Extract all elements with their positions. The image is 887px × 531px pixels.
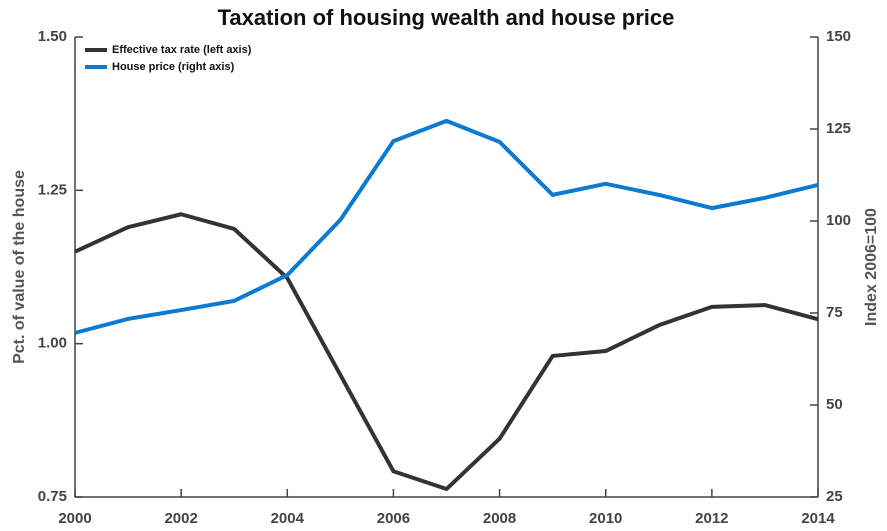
y-axis-label: Pct. of value of the house: [11, 170, 28, 364]
x-tick-label: 2014: [801, 510, 835, 527]
series-line: [74, 118, 819, 335]
y-tick-label: 1.25: [38, 181, 67, 198]
x-tick-label: 2008: [483, 510, 516, 527]
x-tick-label: 2002: [164, 510, 197, 527]
x-tick-label: 2010: [589, 510, 622, 527]
y2-tick-label: 50: [826, 396, 843, 413]
x-tick-label: 2006: [377, 510, 410, 527]
series-line: [74, 212, 819, 492]
y2-tick-label: 75: [826, 304, 843, 321]
y2-tick-label: 125: [826, 120, 851, 137]
y-tick-label: 0.75: [38, 488, 67, 505]
y-tick-label: 1.00: [38, 335, 67, 352]
y2-tick-label: 150: [826, 28, 851, 45]
y2-tick-label: 100: [826, 212, 851, 229]
y-tick-label: 1.50: [38, 28, 67, 45]
chart-title: Taxation of housing wealth and house pri…: [218, 5, 675, 30]
legend-label: House price (right axis): [112, 61, 235, 73]
y2-tick-label: 25: [826, 488, 843, 505]
legend-label: Effective tax rate (left axis): [112, 44, 252, 56]
y2-axis-label: Index 2006=100: [863, 208, 880, 326]
x-tick-label: 2000: [58, 510, 91, 527]
x-tick-label: 2012: [695, 510, 728, 527]
x-tick-label: 2004: [271, 510, 305, 527]
